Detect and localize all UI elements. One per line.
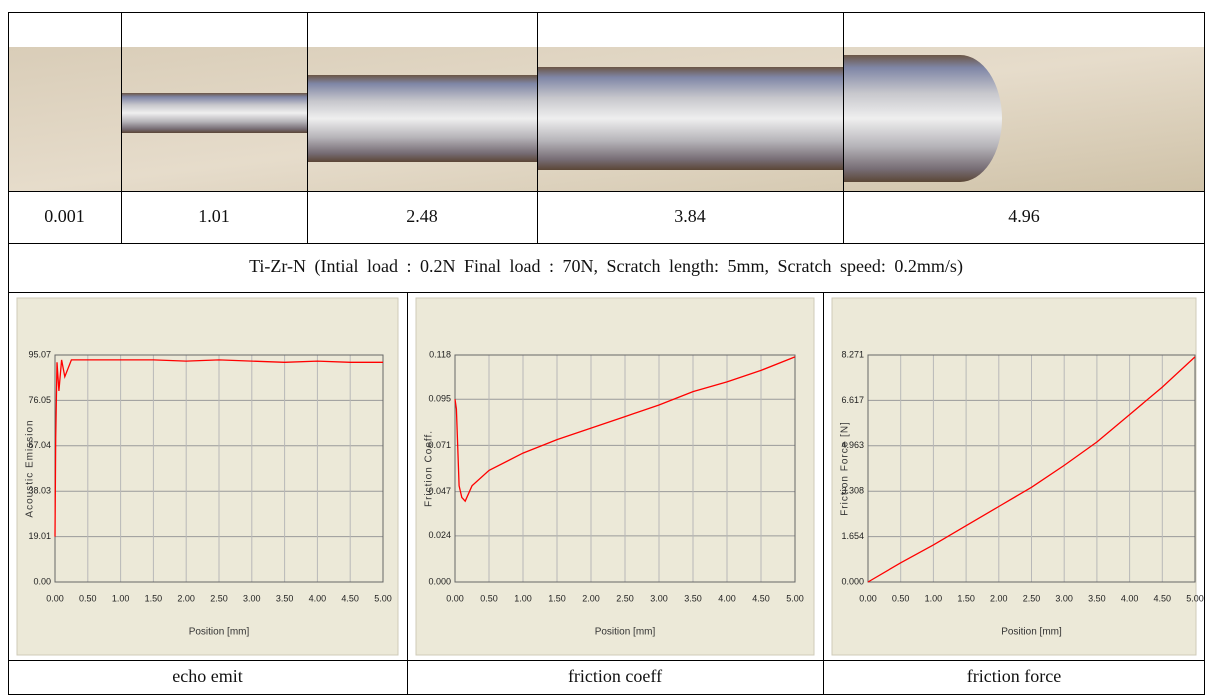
x-tick-label: 0.00 [46, 593, 64, 603]
plot-frame [867, 354, 1196, 583]
scratch-track [307, 75, 537, 162]
x-tick-label: 3.50 [684, 593, 702, 603]
x-tick-label: 3.50 [276, 593, 294, 603]
y-tick-label: 0.000 [428, 576, 451, 586]
y-axis-label: Friction Coeff. [424, 430, 435, 507]
chart-caption: friction coeff [568, 666, 662, 686]
photos [9, 47, 1205, 191]
y-tick-label: 19.01 [28, 531, 51, 541]
y-tick-label: 0.000 [841, 576, 864, 586]
y-tick-label: 0.024 [428, 530, 451, 540]
x-tick-label: 0.50 [79, 593, 97, 603]
x-tick-label: 4.50 [341, 593, 359, 603]
y-tick-label: 8.271 [841, 349, 864, 359]
y-tick-label: 3.308 [841, 486, 864, 496]
y-tick-label: 57.04 [28, 440, 51, 450]
y-tick-label: 6.617 [841, 395, 864, 405]
chart: 0.000 1.654 3.308 4.963 6.617 8.271 0.00 0.50 1.… [831, 297, 1204, 656]
x-tick-label: 0.50 [480, 593, 498, 603]
x-tick-label: 5.00 [1186, 593, 1204, 603]
x-tick-label: 4.50 [752, 593, 770, 603]
load-label: 2.48 [406, 206, 438, 226]
y-tick-label: 0.118 [429, 349, 451, 359]
x-tick-label: 0.00 [446, 593, 464, 603]
x-tick-label: 4.00 [718, 593, 736, 603]
y-tick-label: 4.963 [841, 440, 864, 450]
chart-background [16, 297, 399, 656]
load-label: 0.001 [44, 206, 85, 226]
x-tick-label: 2.50 [1023, 593, 1041, 603]
x-axis-label: Position [mm] [1001, 627, 1062, 638]
x-tick-label: 1.50 [957, 593, 975, 603]
x-tick-label: 1.00 [112, 593, 130, 603]
x-axis-label: Position [mm] [595, 627, 656, 638]
y-axis-label: Acoustic Emission [25, 419, 36, 517]
x-tick-label: 3.50 [1088, 593, 1106, 603]
x-tick-label: 5.00 [374, 593, 392, 603]
x-tick-label: 0.00 [859, 593, 877, 603]
load-label: 3.84 [674, 206, 706, 226]
y-tick-label: 38.03 [28, 486, 51, 496]
y-tick-label: 95.07 [28, 349, 51, 359]
x-tick-label: 0.50 [892, 593, 910, 603]
caption: Ti-Zr-N (Intial load : 0.2N Final load :… [249, 256, 963, 277]
chart-caption: echo emit [172, 666, 242, 686]
x-tick-label: 2.00 [990, 593, 1008, 603]
x-tick-label: 3.00 [243, 593, 261, 603]
y-axis-label: Friction Force [N] [840, 421, 851, 516]
load-label: 1.01 [198, 206, 230, 226]
y-tick-label: 0.095 [428, 394, 451, 404]
x-tick-label: 1.00 [925, 593, 943, 603]
x-tick-label: 1.00 [514, 593, 532, 603]
y-tick-label: 0.047 [428, 486, 451, 496]
x-tick-label: 3.00 [1055, 593, 1073, 603]
x-tick-label: 4.00 [1121, 593, 1139, 603]
chart-background [831, 297, 1197, 656]
data-line [867, 356, 1196, 583]
y-tick-label: 0.00 [33, 576, 51, 586]
x-tick-label: 2.00 [177, 593, 195, 603]
y-tick-label: 76.05 [28, 395, 51, 405]
data-line [54, 359, 383, 537]
scratch-track [537, 67, 843, 170]
x-tick-label: 1.50 [145, 593, 163, 603]
load-label: 4.96 [1008, 206, 1040, 226]
x-tick-label: 4.50 [1154, 593, 1172, 603]
y-tick-label: 1.654 [841, 531, 864, 541]
x-tick-label: 2.50 [616, 593, 634, 603]
scratch-track [843, 55, 1002, 182]
x-tick-label: 4.00 [309, 593, 327, 603]
scratch-track [121, 93, 307, 133]
y-tick-label: 0.071 [428, 440, 451, 450]
x-tick-label: 2.00 [582, 593, 600, 603]
x-tick-label: 3.00 [650, 593, 668, 603]
x-axis-label: Position [mm] [189, 627, 250, 638]
x-tick-label: 1.50 [548, 593, 566, 603]
chart: 0.000 0.024 0.047 0.071 0.095 0.118 0.00 0.50 1.… [415, 297, 815, 656]
plot-frame [454, 354, 796, 583]
x-tick-label: 2.50 [210, 593, 228, 603]
chart-caption: friction force [967, 666, 1061, 686]
data-line [454, 356, 796, 503]
chart: 0.00 19.01 38.03 57.04 76.05 95.07 0.00 0.50 1.0… [16, 297, 399, 656]
x-tick-label: 5.00 [786, 593, 804, 603]
